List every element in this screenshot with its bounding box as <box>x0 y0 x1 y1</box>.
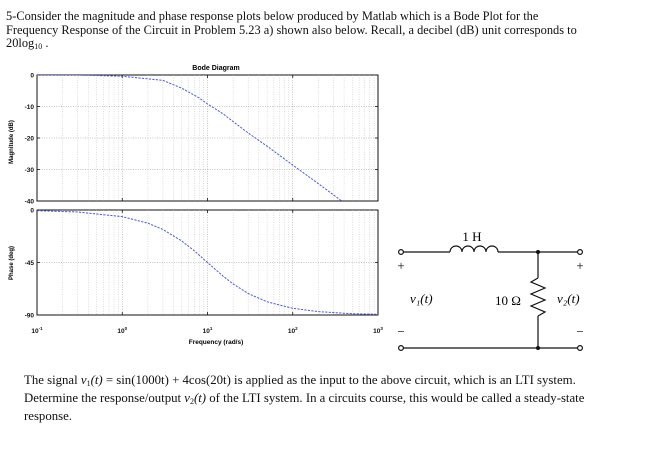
input-plus: + <box>397 258 404 273</box>
question-text-3: Determine the response/output <box>24 391 185 405</box>
chart-title: Bode Diagram <box>192 65 239 72</box>
magnitude-ytick-label: 0 <box>30 72 34 79</box>
db-formula-end: . <box>42 36 49 51</box>
inductor-label: 1 H <box>462 229 481 244</box>
phase-series-line <box>37 210 378 315</box>
output-t: (t) <box>193 391 207 405</box>
signal-v: v <box>80 373 87 387</box>
output-v-subscript: 2 <box>189 397 194 406</box>
x-tick-label: 100 <box>117 326 127 335</box>
db-formula-base: 20log <box>6 36 35 51</box>
phase-ytick-label: -45 <box>25 260 35 267</box>
magnitude-plot: 0 -10 -20 -30 -40 <box>25 72 379 205</box>
intro-line-1: Consider the magnitude and phase respons… <box>16 9 539 23</box>
input-minus: − <box>397 324 404 339</box>
phase-ytick-label: 0 <box>30 207 34 214</box>
phase-y-label: Phase (deg) <box>9 246 15 280</box>
input-terminal-bottom <box>398 345 405 352</box>
magnitude-ytick-label: -10 <box>25 104 35 111</box>
x-tick-label: 101 <box>203 326 213 335</box>
junction-dot-bottom <box>536 346 540 350</box>
problem-intro: 5-Consider the magnitude and phase respo… <box>6 9 656 54</box>
intro-line-2: Frequency Response of the Circuit in Pro… <box>6 22 577 37</box>
question-text-2: is applied as the input to the above cir… <box>230 373 576 387</box>
x-axis-label: Frequency (rad/s) <box>189 339 244 346</box>
phase-ytick-label: -90 <box>25 312 35 319</box>
magnitude-ytick-label: -40 <box>25 198 35 205</box>
x-tick-label: 102 <box>288 326 298 335</box>
problem-number: 5- <box>6 9 17 23</box>
input-terminal-top <box>398 249 405 256</box>
problem-question: The signal v1(t) = sin(1000t) + 4cos(20t… <box>24 373 654 424</box>
magnitude-ytick-label: -20 <box>25 135 35 142</box>
resistor-zigzag <box>529 277 547 317</box>
output-voltage-label: v₂(t) <box>557 291 580 306</box>
resistor-label: 10 Ω <box>495 293 521 308</box>
signal-v-subscript: 1 <box>86 379 91 388</box>
x-tick-label: 10-1 <box>31 326 43 335</box>
signal-t: (t) <box>90 373 103 387</box>
output-v: v <box>184 391 190 405</box>
input-voltage-label: v₁(t) <box>410 291 433 306</box>
inductor-coil <box>449 245 499 253</box>
output-terminal-bottom <box>576 345 583 352</box>
question-text-1: The signal <box>24 373 81 387</box>
question-text-5: response. <box>24 409 72 423</box>
phase-plot: 0 -45 -90 10-1 100 101 102 103 <box>25 207 384 335</box>
output-plus: + <box>576 258 583 273</box>
x-tick-label: 103 <box>373 326 383 335</box>
magnitude-y-label: Magnitude (dB) <box>9 120 15 164</box>
output-minus: − <box>576 324 583 339</box>
magnitude-ytick-label: -30 <box>25 167 35 174</box>
output-terminal-top <box>576 249 583 256</box>
question-text-4: of the LTI system. In a circuits course,… <box>206 391 585 405</box>
magnitude-series-line <box>37 75 343 201</box>
db-formula-subscript: 10 <box>34 42 43 52</box>
signal-equation: = sin(1000t) + 4cos(20t) <box>102 373 231 387</box>
junction-dot-top <box>536 250 540 254</box>
